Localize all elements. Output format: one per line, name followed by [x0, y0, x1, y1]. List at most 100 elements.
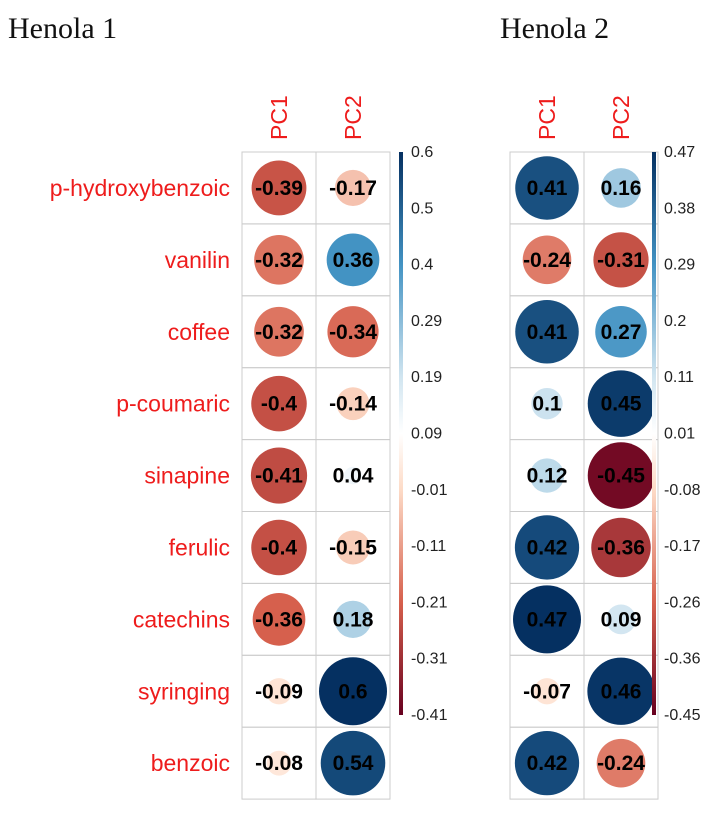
colorbar-ticks: 0.47 0.38 0.29 0.2 0.11 0.01 -0.08 -0.17 -0.26 -0… — [664, 144, 701, 724]
cell-value-label: 0.45 — [601, 393, 642, 416]
correlation-circle — [336, 387, 370, 421]
cell-value-label: -0.17 — [329, 177, 377, 200]
correlation-circle — [595, 305, 647, 358]
panel-henola-1: Henola 1 PC1 PC2 -0.39 -0.17-0.32 0.36-0.3… — [8, 12, 448, 800]
correlation-circle — [531, 387, 563, 420]
cell-value-label: 0.27 — [601, 321, 642, 344]
column-label: PC2 — [340, 95, 366, 140]
colorbar-tick-label: 0.11 — [664, 369, 694, 386]
correlation-circle — [326, 233, 380, 287]
colorbar-tick-label: 0.5 — [411, 200, 433, 217]
colorbar-tick-label: -0.41 — [411, 707, 448, 724]
cell-value-label: -0.41 — [255, 465, 303, 488]
colorbar — [652, 152, 656, 715]
heatmap-grid: -0.39 -0.17 -0.32 0.36 -0.32 -0.34 -0.4 -0.14 -0… — [241, 151, 391, 800]
heatmap-grid: 0.41 0.16 -0.24 -0.31 0.41 0.27 0.1 0.45 0.12 -0.… — [509, 151, 659, 800]
correlation-circle — [601, 168, 641, 208]
row-label: syringing — [138, 678, 230, 704]
cell-value-label: -0.24 — [597, 752, 645, 775]
correlation-circle — [250, 447, 308, 504]
colorbar-tick-label: -0.08 — [664, 482, 701, 499]
colorbar-tick-label: -0.17 — [664, 538, 701, 555]
colorbar-tick-label: -0.26 — [664, 594, 701, 611]
colorbar-tick-label: 0.01 — [664, 426, 695, 443]
colorbar-tick-label: 0.6 — [411, 144, 433, 161]
cell-value-label: 0.12 — [527, 465, 568, 488]
cell-value-label: 0.6 — [338, 680, 367, 703]
correlation-circle — [251, 519, 307, 576]
cell-value-label: 0.04 — [333, 465, 374, 488]
cell-value-label: -0.15 — [329, 536, 377, 559]
cell-value-label: -0.07 — [523, 680, 571, 703]
cell-value-label: -0.32 — [255, 249, 303, 272]
colorbar — [399, 152, 403, 715]
correlation-circle — [591, 517, 651, 578]
row-label: sinapine — [144, 463, 230, 489]
colorbar-tick-label: -0.45 — [664, 707, 701, 724]
correlation-circle — [252, 593, 306, 646]
correlation-circle — [327, 306, 379, 358]
column-label: PC2 — [608, 95, 634, 140]
cell-value-label: -0.08 — [255, 752, 303, 775]
correlation-circle — [606, 604, 636, 635]
correlation-circle — [533, 678, 561, 705]
cell-value-label: 0.54 — [333, 752, 374, 775]
cell-value-label: 0.16 — [601, 177, 642, 200]
colorbar-tick-label: -0.11 — [411, 538, 446, 555]
correlation-circle — [515, 156, 579, 220]
colorbar-tick-label: 0.4 — [411, 257, 433, 274]
cell-value-label: -0.14 — [329, 393, 377, 416]
colorbar-tick-label: -0.21 — [411, 594, 448, 611]
column-label: PC1 — [266, 95, 292, 140]
cell-value-label: 0.1 — [532, 393, 562, 416]
correlation-circle — [513, 585, 581, 654]
colorbar-tick-label: 0.29 — [664, 257, 695, 274]
correlation-circle — [515, 299, 579, 364]
panel-title: Henola 2 — [500, 12, 609, 45]
correlation-circle — [587, 370, 655, 437]
correlation-circle — [587, 442, 655, 509]
correlation-circle — [320, 730, 386, 796]
cell-value-label: -0.32 — [255, 321, 303, 344]
colorbar-tick-label: 0.09 — [411, 426, 442, 443]
row-label: catechins — [133, 606, 230, 632]
cell-value-label: -0.36 — [255, 608, 303, 631]
colorbar-tick-label: 0.19 — [411, 369, 442, 386]
row-label: coffee — [168, 319, 230, 345]
row-label: ferulic — [169, 534, 230, 560]
row-label: vanilin — [165, 247, 230, 273]
colorbar-tick-label: -0.31 — [411, 651, 448, 668]
correlation-circle — [251, 160, 307, 216]
cell-value-label: 0.46 — [601, 680, 642, 703]
cell-value-label: -0.39 — [255, 177, 303, 200]
cell-value-label: 0.09 — [601, 608, 642, 631]
row-labels: p-hydroxybenzoic vanilin coffee p-coumaric s… — [50, 175, 230, 776]
correlation-circle — [344, 466, 362, 485]
correlation-circle — [334, 169, 372, 207]
cell-value-label: -0.24 — [523, 249, 571, 272]
correlation-circle — [514, 731, 580, 796]
cell-value-label: 0.41 — [527, 177, 568, 200]
cell-value-label: -0.09 — [255, 680, 303, 703]
cell-value-label: 0.47 — [527, 608, 568, 631]
correlation-circle — [529, 458, 565, 493]
row-label: p-hydroxybenzoic — [50, 175, 230, 201]
cell-value-label: 0.41 — [527, 321, 568, 344]
cell-value-label: -0.36 — [597, 536, 645, 559]
colorbar-tick-label: 0.2 — [664, 313, 686, 330]
correlation-circle — [587, 657, 655, 725]
cell-value-label: -0.34 — [329, 321, 377, 344]
cell-value-label: -0.4 — [261, 536, 298, 559]
colorbar-tick-label: -0.01 — [411, 482, 448, 499]
colorbar-tick-label: 0.47 — [664, 144, 695, 161]
correlation-circle — [265, 678, 293, 705]
correlation-circle — [522, 235, 572, 285]
cell-value-label: -0.4 — [261, 393, 298, 416]
correlation-circle — [334, 600, 372, 638]
correlation-circle — [254, 306, 304, 357]
correlation-circle — [266, 750, 292, 776]
cell-value-label: -0.31 — [597, 249, 645, 272]
row-label: benzoic — [151, 750, 230, 776]
column-label: PC1 — [534, 95, 560, 140]
